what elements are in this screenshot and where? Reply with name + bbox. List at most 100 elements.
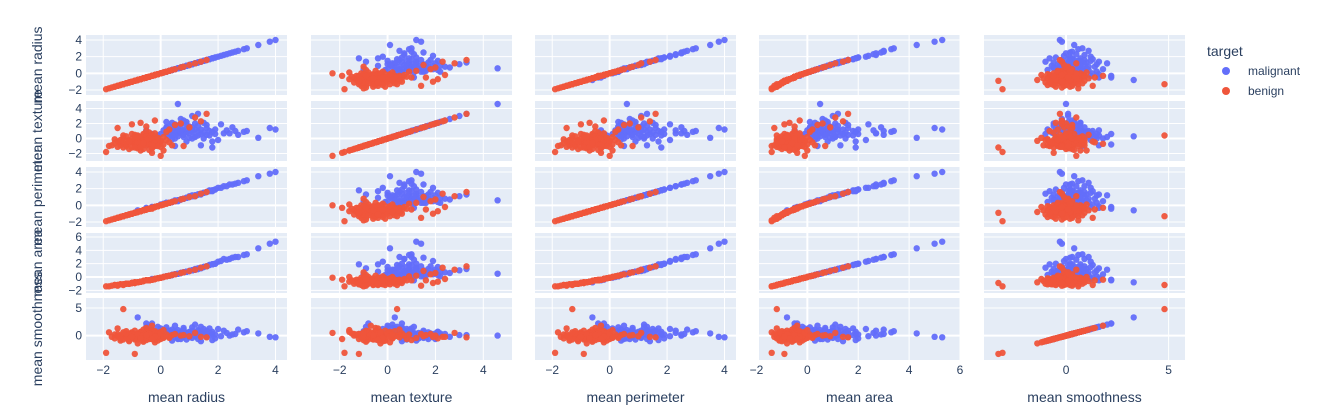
data-point-benign — [1091, 74, 1099, 81]
data-point-malignant — [865, 121, 872, 128]
data-point-malignant — [183, 118, 190, 126]
data-point-malignant — [266, 124, 273, 132]
data-point-malignant — [658, 128, 665, 135]
data-point-malignant — [232, 253, 239, 261]
data-point-benign — [191, 266, 199, 273]
data-point-malignant — [939, 238, 946, 245]
data-point-malignant — [417, 170, 425, 177]
data-point-malignant — [396, 179, 403, 186]
data-point-benign — [451, 60, 458, 67]
data-point-malignant — [420, 254, 427, 261]
data-point-malignant — [721, 238, 728, 245]
data-point-malignant — [223, 127, 230, 134]
data-point-malignant — [1093, 68, 1101, 75]
data-point-malignant — [1081, 124, 1088, 131]
data-point-malignant — [446, 333, 453, 340]
data-point-malignant — [939, 36, 946, 44]
data-point-malignant — [589, 314, 596, 321]
data-point-benign — [839, 264, 847, 271]
data-point-benign — [620, 121, 628, 129]
data-point-malignant — [212, 335, 219, 342]
data-point-malignant — [888, 178, 895, 185]
data-point-benign — [778, 138, 786, 145]
data-point-malignant — [410, 267, 418, 274]
data-point-benign — [844, 334, 852, 341]
data-point-benign — [154, 142, 161, 150]
data-point-malignant — [666, 136, 674, 144]
data-point-malignant — [1085, 179, 1092, 186]
data-point-malignant — [1085, 63, 1092, 70]
data-point-malignant — [721, 168, 728, 176]
data-point-malignant — [666, 333, 674, 340]
data-point-malignant — [852, 261, 859, 268]
data-point-malignant — [1058, 170, 1066, 177]
data-point-malignant — [681, 330, 688, 338]
data-point-benign — [844, 263, 852, 270]
data-point-benign — [203, 110, 210, 118]
data-point-malignant — [939, 126, 946, 133]
data-point-benign — [1038, 275, 1045, 283]
data-point-malignant — [441, 195, 449, 202]
data-point-benign — [1089, 214, 1096, 221]
data-point-malignant — [1091, 63, 1099, 70]
data-point-malignant — [209, 328, 216, 335]
data-point-benign — [401, 332, 408, 339]
data-point-malignant — [1042, 58, 1049, 65]
data-point-malignant — [837, 142, 844, 149]
data-point-malignant — [386, 61, 394, 69]
data-point-benign — [463, 334, 470, 341]
data-point-malignant — [1130, 279, 1137, 286]
data-point-benign — [811, 142, 819, 149]
data-point-malignant — [186, 134, 193, 141]
data-point-malignant — [931, 240, 938, 247]
data-point-benign — [439, 190, 446, 197]
data-point-benign — [1091, 139, 1099, 146]
data-point-malignant — [931, 333, 938, 340]
data-point-malignant — [832, 133, 839, 141]
data-point-benign — [832, 60, 839, 67]
data-point-malignant — [1087, 189, 1094, 196]
data-point-benign — [413, 199, 420, 206]
data-point-malignant — [681, 180, 688, 187]
data-point-malignant — [649, 325, 656, 333]
data-point-benign — [646, 264, 654, 271]
data-point-benign — [463, 263, 470, 270]
data-point-benign — [413, 334, 420, 342]
data-point-malignant — [441, 63, 449, 70]
data-point-malignant — [1077, 261, 1084, 268]
data-point-malignant — [1108, 72, 1115, 80]
data-point-malignant — [410, 193, 418, 200]
data-point-malignant — [672, 183, 679, 190]
data-point-benign — [125, 138, 133, 145]
data-point-malignant — [379, 258, 386, 265]
data-point-benign — [362, 276, 370, 283]
data-point-benign — [1073, 193, 1080, 200]
data-point-benign — [134, 133, 141, 141]
data-point-malignant — [379, 53, 386, 60]
data-point-benign — [1034, 76, 1041, 84]
panel-background — [759, 35, 960, 95]
data-point-malignant — [658, 261, 665, 268]
data-point-malignant — [1077, 187, 1084, 194]
data-point-malignant — [374, 194, 382, 201]
data-point-benign — [1081, 142, 1088, 149]
data-point-malignant — [824, 118, 831, 126]
data-point-malignant — [374, 55, 382, 62]
data-point-malignant — [200, 325, 207, 333]
data-point-malignant — [1103, 133, 1111, 141]
data-point-malignant — [209, 55, 216, 62]
data-point-benign — [827, 61, 834, 69]
data-point-benign — [999, 218, 1006, 225]
data-point-malignant — [1058, 38, 1066, 45]
data-point-malignant — [689, 178, 697, 185]
data-point-malignant — [403, 189, 410, 196]
data-point-benign — [203, 334, 210, 341]
data-point-malignant — [1064, 110, 1072, 118]
data-point-malignant — [191, 321, 199, 328]
data-point-benign — [370, 139, 377, 147]
data-point-malignant — [386, 193, 394, 201]
data-point-benign — [652, 110, 659, 118]
data-point-malignant — [1108, 203, 1115, 211]
data-point-malignant — [672, 329, 679, 337]
data-point-malignant — [852, 55, 859, 62]
